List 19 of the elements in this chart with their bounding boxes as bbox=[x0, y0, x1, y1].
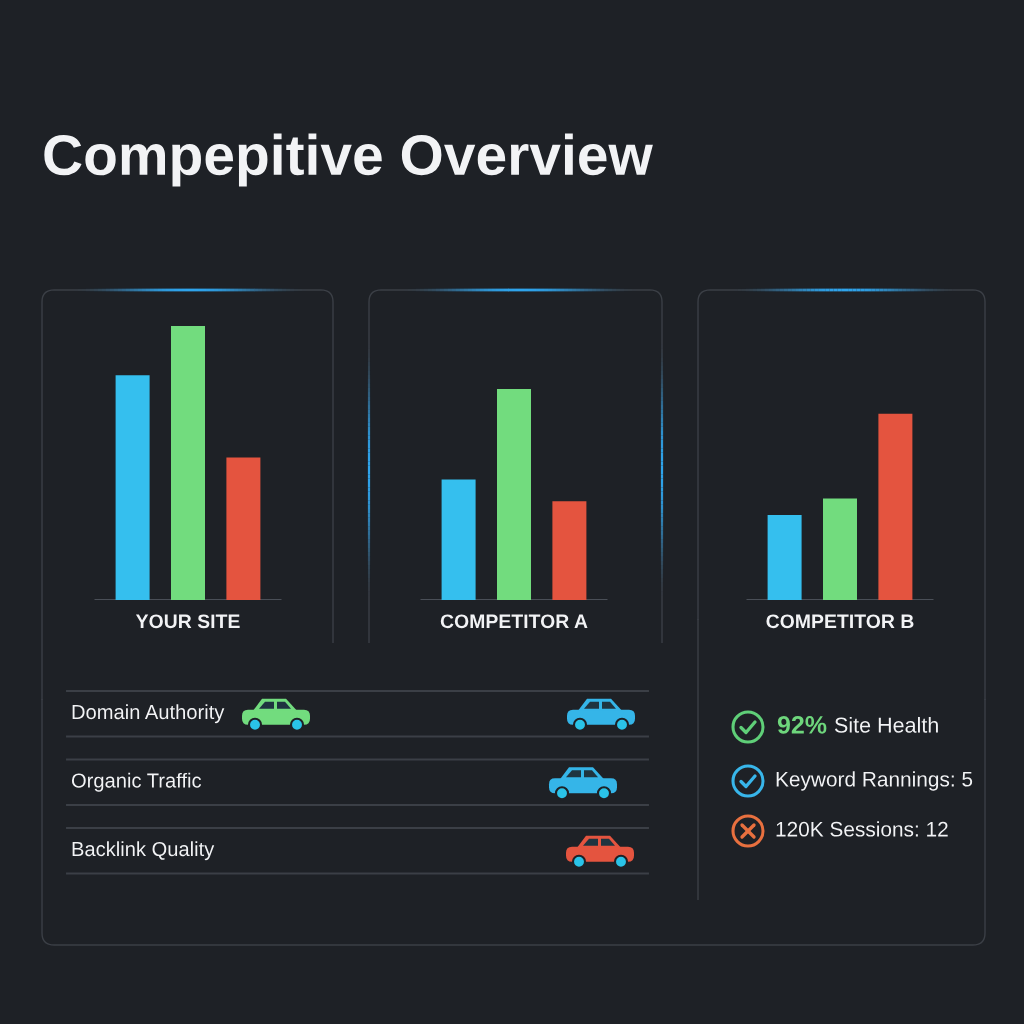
bar bbox=[441, 479, 476, 600]
bar bbox=[767, 515, 802, 600]
text: 92% Site Health bbox=[777, 716, 938, 734]
bar bbox=[115, 375, 150, 600]
text: Keyword Rannings: 5 bbox=[776, 771, 973, 791]
category-label: Domain Authority bbox=[72, 704, 225, 724]
x-tick-label: COMPETITOR A bbox=[440, 614, 588, 629]
chart-title: Compepitive Overview bbox=[44, 133, 653, 187]
bar bbox=[497, 389, 531, 600]
bar bbox=[878, 413, 913, 600]
bar bbox=[552, 501, 587, 600]
bar bbox=[823, 498, 857, 600]
category-label: Organic Traffic bbox=[71, 772, 202, 792]
bar bbox=[226, 457, 261, 600]
category-label: Backlink Quality bbox=[72, 841, 215, 861]
text: 120K Sessions: 12 bbox=[776, 821, 948, 837]
x-tick-label: YOUR SITE bbox=[135, 614, 240, 629]
bar bbox=[171, 326, 205, 600]
x-tick-label: COMPETITOR B bbox=[766, 614, 914, 629]
